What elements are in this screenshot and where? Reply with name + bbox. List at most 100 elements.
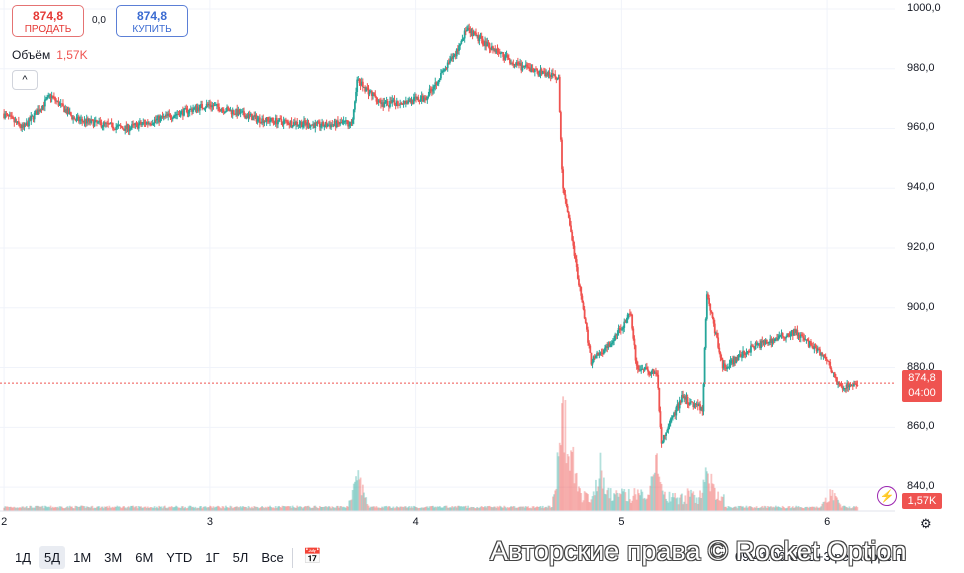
candle-body: [15, 120, 18, 123]
range-button[interactable]: 1Д: [15, 549, 32, 565]
candle-body: [540, 69, 543, 74]
volume-bar: [817, 507, 820, 511]
volume-bar: [253, 506, 256, 511]
candle-body: [737, 354, 740, 361]
volume-bar: [419, 507, 422, 511]
calendar-icon[interactable]: 📅: [303, 548, 322, 565]
volume-bar: [406, 507, 408, 511]
volume-bar: [329, 506, 331, 511]
candle-body: [768, 341, 770, 344]
candle-body: [340, 121, 343, 124]
candle-body: [837, 382, 840, 385]
candle-body: [357, 79, 360, 81]
volume-bar: [408, 506, 411, 511]
sell-button[interactable]: 874,8 ПРОДАТЬ: [12, 5, 84, 37]
candle-body: [365, 87, 368, 92]
volume-bar: [60, 506, 63, 511]
volume-bar: [55, 507, 58, 511]
collapse-legend-button[interactable]: ^: [12, 70, 38, 90]
range-button[interactable]: 5Д: [39, 545, 66, 569]
volume-bar: [53, 507, 55, 511]
volume-bar: [410, 506, 413, 511]
volume-bars: [3, 396, 859, 511]
candle-body: [606, 345, 609, 348]
range-button[interactable]: 1Г: [205, 549, 220, 565]
candle-body: [74, 119, 77, 121]
candle-body: [177, 114, 180, 116]
candle-body: [609, 344, 612, 347]
volume-bar: [275, 507, 278, 511]
volume-bar: [195, 508, 198, 511]
volume-bar: [790, 507, 793, 511]
candle-body: [667, 426, 670, 431]
candle-body: [46, 96, 49, 100]
volume-bar: [704, 467, 707, 511]
candle-body: [367, 88, 370, 95]
volume-bar: [737, 505, 740, 511]
volume-bar: [246, 508, 249, 511]
range-button[interactable]: Все: [261, 549, 284, 565]
buy-label: КУПИТЬ: [132, 24, 172, 35]
volume-bar: [185, 508, 188, 511]
lightning-icon[interactable]: ⚡: [877, 486, 897, 506]
candle-body: [479, 36, 482, 38]
candle-body: [226, 107, 228, 112]
range-button[interactable]: YTD: [166, 549, 193, 565]
volume-bar: [565, 463, 568, 511]
volume-bar: [220, 508, 223, 511]
candle-body: [572, 240, 575, 246]
candle-body: [327, 124, 330, 126]
volume-bar: [828, 501, 830, 511]
volume-bar: [239, 506, 242, 511]
gear-icon[interactable]: ⚙: [920, 516, 932, 531]
volume-bar: [92, 508, 95, 511]
volume-bar: [280, 507, 283, 511]
volume-bar: [222, 506, 225, 511]
volume-bar: [397, 507, 399, 511]
volume-bar: [536, 506, 539, 511]
volume-bar: [46, 507, 49, 511]
volume-bar: [579, 488, 582, 511]
volume-bar: [93, 507, 96, 511]
range-button[interactable]: 3М: [104, 549, 123, 565]
candle-body: [825, 359, 828, 361]
range-button[interactable]: 5Л: [232, 549, 249, 565]
candle-body: [547, 72, 550, 76]
volume-bar: [108, 505, 111, 511]
range-button[interactable]: 6М: [135, 549, 154, 565]
volume-bar: [836, 497, 838, 511]
volume-bar: [504, 506, 507, 511]
candle-body: [13, 118, 16, 123]
candle-body: [234, 113, 236, 115]
volume-bar: [635, 499, 638, 511]
volume-bar: [14, 507, 17, 511]
volume-bar: [736, 508, 739, 511]
volume-bar: [274, 506, 277, 511]
candle-body: [496, 48, 499, 52]
candle-body: [829, 361, 832, 369]
candle-body: [769, 338, 772, 342]
candle-body: [807, 340, 810, 347]
volume-bar: [260, 507, 262, 511]
candle-body: [175, 114, 178, 116]
volume-bar: [269, 505, 271, 511]
candle-body: [673, 412, 675, 416]
volume-bar: [418, 507, 421, 511]
candle-body: [269, 121, 271, 123]
candle-body: [677, 404, 680, 409]
candle-body: [176, 114, 179, 116]
volume-bar: [557, 456, 560, 511]
volume-bar: [88, 507, 90, 511]
volume-bar: [696, 504, 699, 511]
candle-body: [836, 377, 838, 385]
candle-body: [60, 103, 63, 105]
volume-bar: [854, 507, 856, 511]
volume-bar: [720, 496, 723, 511]
candle-countdown: 04:00: [908, 387, 936, 399]
candle-body: [165, 114, 167, 117]
range-button[interactable]: 1М: [73, 549, 92, 565]
session-clock[interactable]: 09:41:00 UTC+3 рег коррект: [735, 549, 904, 564]
buy-button[interactable]: 874,8 КУПИТЬ: [116, 5, 188, 37]
candle-body: [126, 124, 129, 130]
